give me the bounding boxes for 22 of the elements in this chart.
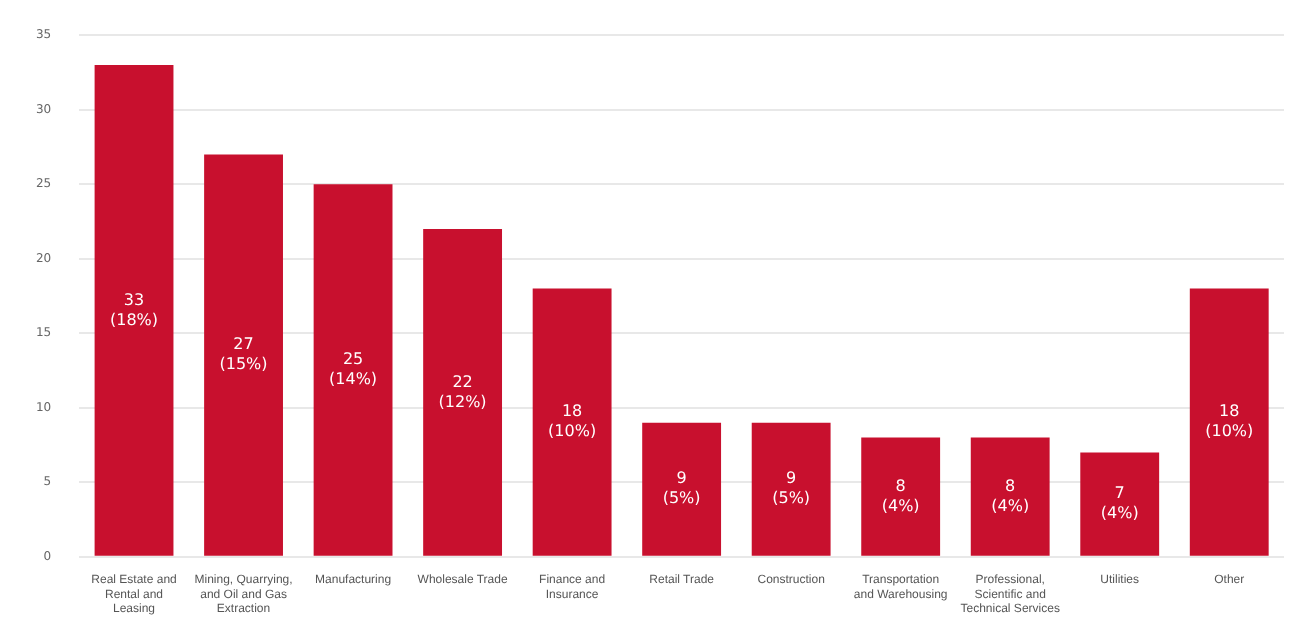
bar <box>1189 288 1269 556</box>
bar <box>1080 452 1160 556</box>
bar <box>313 184 393 556</box>
bar <box>94 65 174 556</box>
data-label: 22 (12%) <box>438 372 487 411</box>
data-label: 9 (5%) <box>662 469 701 508</box>
bar <box>970 437 1050 556</box>
bar <box>861 437 941 556</box>
bar <box>751 422 831 556</box>
bar <box>204 154 283 556</box>
data-label: 8 (4%) <box>991 476 1030 515</box>
data-label: 33 (18%) <box>110 290 159 329</box>
data-label: 8 (4%) <box>881 476 920 515</box>
data-label: 18 (10%) <box>548 402 597 441</box>
data-label: 18 (10%) <box>1205 402 1254 441</box>
bar <box>423 228 503 556</box>
data-label: 9 (5%) <box>772 469 811 508</box>
data-label: 25 (14%) <box>329 350 378 389</box>
data-label: 7 (4%) <box>1100 484 1139 523</box>
bar <box>642 422 722 556</box>
bar <box>532 288 612 556</box>
data-label: 27 (15%) <box>219 335 268 374</box>
